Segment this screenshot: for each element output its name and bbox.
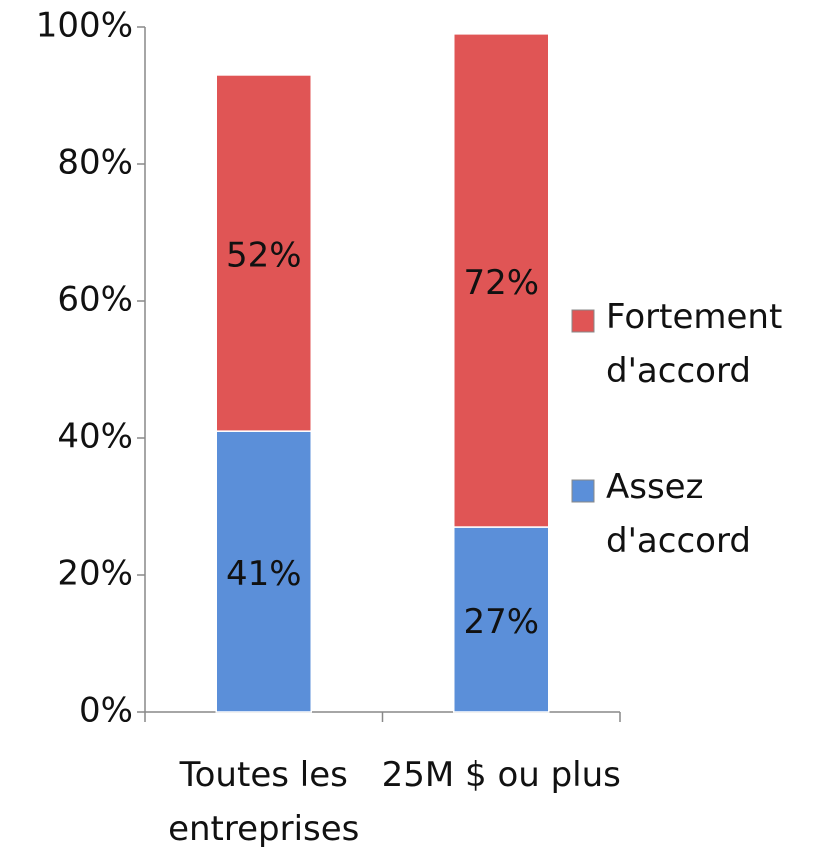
bar-segment	[453, 33, 550, 528]
x-tick-label: Toutes les entreprises	[168, 755, 360, 849]
y-tick-label: 0%	[79, 691, 133, 731]
bar-segment	[453, 526, 550, 713]
y-tick-label: 60%	[57, 280, 133, 320]
data-label: 27%	[463, 602, 539, 642]
legend-label: Assez d'accord	[606, 467, 751, 561]
bar-segment	[215, 430, 312, 713]
data-label: 52%	[226, 236, 302, 276]
y-tick-label: 80%	[57, 143, 133, 183]
x-tick-label: 25M $ ou plus	[381, 755, 621, 795]
y-tick-label: 20%	[57, 554, 133, 594]
data-label: 72%	[463, 263, 539, 303]
y-tick-label: 100%	[36, 6, 133, 46]
legend-swatch	[571, 309, 595, 333]
legend-swatch	[571, 479, 595, 503]
data-label: 41%	[226, 554, 302, 594]
y-tick-label: 40%	[57, 417, 133, 457]
legend-label: Fortement d'accord	[606, 297, 783, 391]
bar-segment	[215, 74, 312, 432]
